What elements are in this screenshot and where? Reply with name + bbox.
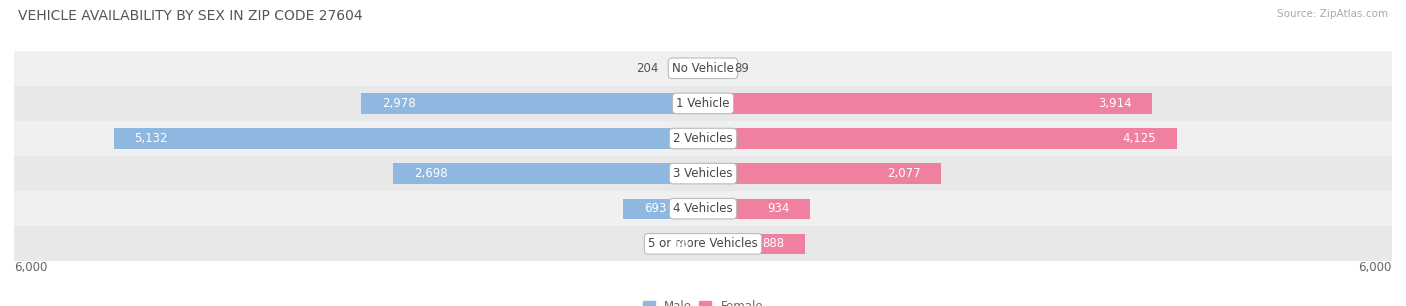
Text: 3 Vehicles: 3 Vehicles [673,167,733,180]
Legend: Male, Female: Male, Female [638,295,768,306]
Text: 89: 89 [734,62,749,75]
Text: 4,125: 4,125 [1122,132,1156,145]
Bar [14,191,1392,226]
Bar [703,93,1153,114]
Text: 5,132: 5,132 [135,132,167,145]
Bar [114,128,703,149]
Text: Source: ZipAtlas.com: Source: ZipAtlas.com [1277,9,1388,19]
Bar [703,128,1177,149]
Text: No Vehicle: No Vehicle [672,62,734,75]
Bar [14,156,1392,191]
Bar [361,93,703,114]
Text: 2,698: 2,698 [413,167,447,180]
Bar [623,199,703,219]
Text: 204: 204 [637,62,659,75]
Bar [14,226,1392,261]
Bar [647,234,703,254]
Bar [703,199,810,219]
Text: 6,000: 6,000 [1358,261,1392,274]
Text: 6,000: 6,000 [14,261,48,274]
Text: 3,914: 3,914 [1098,97,1132,110]
Text: 888: 888 [762,237,785,250]
Bar [14,86,1392,121]
Text: 4 Vehicles: 4 Vehicles [673,202,733,215]
Bar [679,58,703,78]
Text: 2,978: 2,978 [381,97,415,110]
Text: 934: 934 [768,202,790,215]
Text: 486: 486 [668,237,690,250]
Bar [703,163,942,184]
Bar [14,121,1392,156]
Bar [703,234,806,254]
Text: 2,077: 2,077 [887,167,921,180]
Text: 5 or more Vehicles: 5 or more Vehicles [648,237,758,250]
Text: 693: 693 [644,202,666,215]
Text: 2 Vehicles: 2 Vehicles [673,132,733,145]
Bar [703,58,713,78]
Text: VEHICLE AVAILABILITY BY SEX IN ZIP CODE 27604: VEHICLE AVAILABILITY BY SEX IN ZIP CODE … [18,9,363,23]
Text: 1 Vehicle: 1 Vehicle [676,97,730,110]
Bar [394,163,703,184]
Bar [14,51,1392,86]
